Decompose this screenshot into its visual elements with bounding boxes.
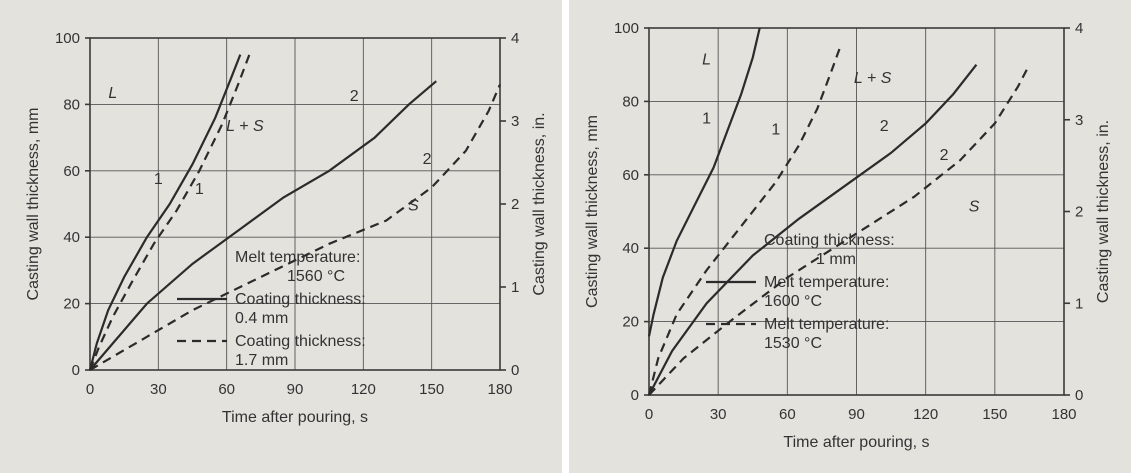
x-axis-label: Time after pouring, s [783, 434, 929, 451]
y-tick-label: 0 [631, 387, 639, 404]
y2-tick-label: 4 [511, 30, 519, 47]
y2-axis-label: Casting wall thickness, in. [531, 112, 548, 295]
x-axis-label: Time after pouring, s [222, 409, 368, 426]
x-tick-label: 0 [645, 406, 653, 423]
region-label: L + S [226, 118, 264, 135]
y2-tick-label: 1 [511, 279, 519, 296]
x-tick-label: 30 [150, 381, 167, 398]
y2-tick-label: 1 [1075, 295, 1083, 312]
x-tick-label: 0 [86, 381, 94, 398]
y2-tick-label: 0 [511, 362, 519, 379]
y2-tick-label: 2 [1075, 204, 1083, 221]
series-label-1: 1 [195, 181, 204, 198]
y-tick-label: 60 [622, 167, 639, 184]
legend-text-value: 1 mm [816, 251, 856, 268]
y-tick-label: 40 [622, 240, 639, 257]
y-tick-label: 20 [622, 314, 639, 331]
x-tick-label: 180 [1051, 406, 1076, 423]
y-tick-label: 20 [63, 296, 80, 313]
x-tick-label: 150 [419, 381, 444, 398]
y-tick-label: 100 [614, 20, 639, 37]
x-tick-label: 120 [913, 406, 938, 423]
series-line-2-solid [648, 64, 978, 396]
x-tick-label: 90 [287, 381, 304, 398]
region-label: L [108, 85, 117, 102]
region-label: L [702, 52, 711, 69]
series-label-1: 1 [154, 171, 163, 188]
series-label-1: 1 [771, 121, 780, 138]
y-tick-label: 60 [63, 163, 80, 180]
region-label: S [408, 198, 419, 215]
x-tick-label: 120 [351, 381, 376, 398]
y2-tick-label: 4 [1075, 20, 1083, 37]
legend-text-value: 1.7 mm [235, 352, 288, 369]
series-line-1-dashed [88, 54, 251, 371]
legend-text-value: 1560 °C [287, 268, 345, 285]
y2-tick-label: 2 [511, 196, 519, 213]
series-label-1: 1 [702, 110, 711, 127]
legend-text: Coating thickness: [764, 232, 895, 249]
y-axis-label: Casting wall thickness, mm [25, 108, 42, 301]
legend-text-value: 1530 °C [764, 335, 822, 352]
legend-text: Coating thickness: [235, 333, 366, 350]
series-line-2-dashed [89, 84, 502, 371]
series-label-2: 2 [940, 147, 949, 164]
legend-text: Melt temperature: [764, 274, 889, 291]
series-line-1-solid [647, 27, 761, 337]
y-tick-label: 100 [55, 30, 80, 47]
series-line-2-solid [89, 80, 437, 371]
y-tick-label: 80 [63, 96, 80, 113]
series-line-2-dashed [648, 64, 1031, 396]
x-tick-label: 60 [779, 406, 796, 423]
region-label: S [969, 199, 980, 216]
chart-right: 0 30 60 90 120 150 180 0 20 40 60 80 100 0 1 2 3 4 Time af… [584, 20, 1112, 451]
chart-panel-left: 0 30 60 90 120 150 180 0 20 40 60 80 100 0 1 2 3 4 Time af… [0, 0, 562, 473]
legend-text: Melt temperature: [235, 249, 360, 266]
chart-panel-right: 0 30 60 90 120 150 180 0 20 40 60 80 100 0 1 2 3 4 Time af… [569, 0, 1131, 473]
y-tick-label: 0 [72, 362, 80, 379]
series-line-1-dashed [647, 46, 842, 396]
series-line-1-solid [88, 54, 242, 371]
legend-text-value: 0.4 mm [235, 310, 288, 327]
y-tick-label: 80 [622, 93, 639, 110]
y2-tick-label: 0 [1075, 387, 1083, 404]
chart-left: 0 30 60 90 120 150 180 0 20 40 60 80 100 0 1 2 3 4 Time af… [25, 30, 548, 426]
legend-text-value: 1600 °C [764, 293, 822, 310]
series-label-2: 2 [880, 118, 889, 135]
y2-tick-label: 3 [1075, 112, 1083, 129]
x-tick-label: 60 [218, 381, 235, 398]
x-tick-label: 30 [710, 406, 727, 423]
y-tick-label: 40 [63, 229, 80, 246]
legend-text: Melt temperature: [764, 316, 889, 333]
legend-text: Coating thickness: [235, 291, 366, 308]
region-label: L + S [854, 70, 892, 87]
x-tick-label: 90 [848, 406, 865, 423]
x-tick-label: 150 [982, 406, 1007, 423]
series-label-2: 2 [350, 88, 359, 105]
y2-tick-label: 3 [511, 113, 519, 130]
x-tick-label: 180 [487, 381, 512, 398]
series-label-2: 2 [423, 151, 432, 168]
y-axis-label: Casting wall thickness, mm [584, 115, 601, 308]
y2-axis-label: Casting wall thickness, in. [1095, 120, 1112, 303]
